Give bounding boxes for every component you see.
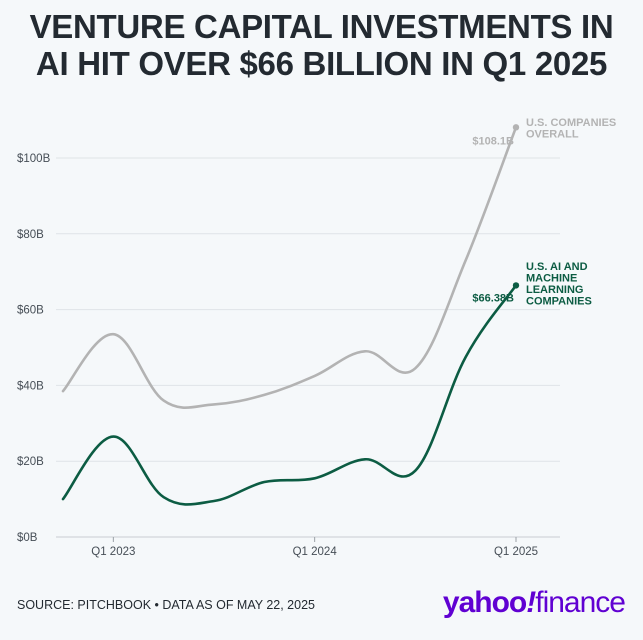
series-name-label: LEARNING — [526, 284, 583, 296]
end-value-label: $108.1B — [472, 135, 514, 147]
chart-title-line-1: VENTURE CAPITAL INVESTMENTS IN — [29, 8, 614, 45]
logo-bang-text: ! — [526, 586, 536, 619]
series-endpoint — [512, 282, 520, 289]
series-name-label: OVERALL — [526, 129, 579, 141]
series-endpoint — [512, 124, 520, 131]
y-tick-label: $0B — [17, 532, 38, 544]
source-note: SOURCE: PITCHBOOK • DATA AS OF MAY 22, 2… — [17, 598, 315, 612]
end-value-label: $66.38B — [472, 292, 514, 304]
logo-yahoo-text: yahoo — [442, 586, 527, 619]
y-tick-label: $40B — [17, 380, 44, 392]
series-name-label: U.S. COMPANIES — [526, 117, 616, 129]
line-chart: $0B $20B $40B $60B $80B $100B Q1 2023 Q1 2024 Q1… — [17, 117, 616, 558]
chart-title-line-2: AI HIT OVER $66 BILLION IN Q1 2025 — [35, 45, 608, 82]
y-tick-label: $20B — [17, 456, 44, 468]
series-name-label: MACHINE — [526, 273, 577, 285]
series-name-label: COMPANIES — [526, 296, 592, 308]
x-tick-label: Q1 2024 — [293, 546, 338, 558]
x-tick-label: Q1 2023 — [91, 546, 135, 558]
y-tick-label: $100B — [17, 153, 51, 165]
logo-finance-text: finance — [535, 586, 626, 619]
chart-title: VENTURE CAPITAL INVESTMENTS IN AI HIT OV… — [0, 8, 643, 82]
y-tick-label: $60B — [17, 305, 44, 317]
series-line — [61, 284, 518, 506]
y-tick-label: $80B — [17, 229, 44, 241]
gridlines — [56, 157, 560, 538]
series-line — [61, 126, 518, 409]
axes: $0B $20B $40B $60B $80B $100B Q1 2023 Q1 2024 Q1… — [17, 153, 538, 558]
yahoo-finance-logo: yahoo!finance — [442, 586, 626, 620]
series-name-label: U.S. AI AND — [526, 261, 588, 273]
series-lines — [61, 126, 518, 506]
x-tick-label: Q1 2025 — [494, 546, 538, 558]
